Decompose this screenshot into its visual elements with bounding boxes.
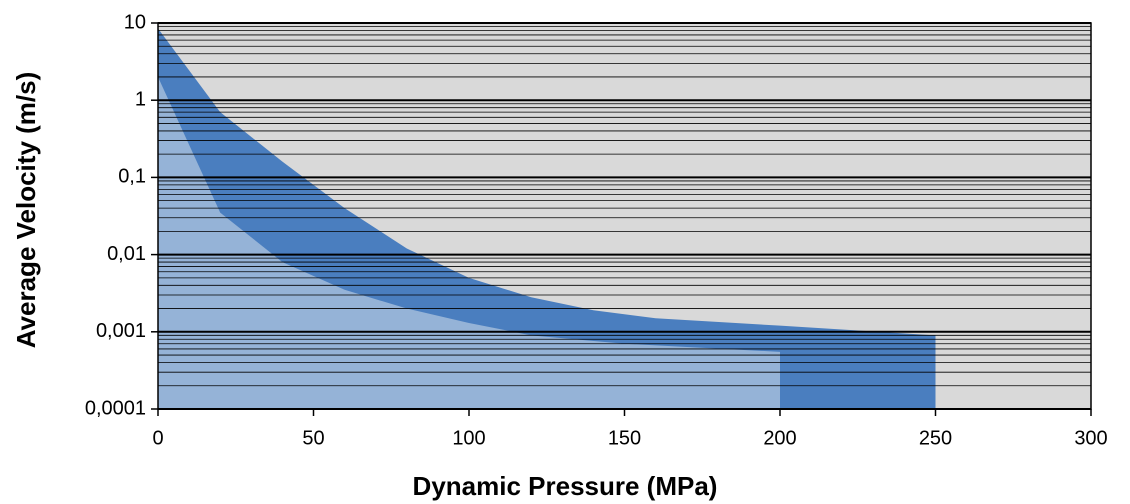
x-axis-title: Dynamic Pressure (MPa) bbox=[413, 471, 718, 501]
grid bbox=[158, 22, 1091, 410]
x-tick-label: 150 bbox=[608, 427, 641, 449]
x-tick-label: 250 bbox=[919, 427, 952, 449]
y-axis-title: Average Velocity (m/s) bbox=[11, 72, 41, 349]
y-tick-label: 10 bbox=[124, 11, 146, 33]
x-tick-label: 50 bbox=[302, 427, 324, 449]
areas bbox=[158, 28, 936, 410]
y-tick-label: 1 bbox=[135, 88, 146, 110]
x-tick-label: 100 bbox=[452, 427, 485, 449]
y-tick-label: 0,1 bbox=[118, 166, 146, 188]
y-tick-label: 0,001 bbox=[96, 320, 146, 342]
area bbox=[158, 76, 780, 410]
x-tick-label: 0 bbox=[152, 427, 163, 449]
y-tick-label: 0,01 bbox=[107, 243, 146, 265]
x-tick-label: 200 bbox=[763, 427, 796, 449]
y-tick-label: 0,0001 bbox=[85, 397, 146, 419]
x-tick-label: 300 bbox=[1074, 427, 1107, 449]
